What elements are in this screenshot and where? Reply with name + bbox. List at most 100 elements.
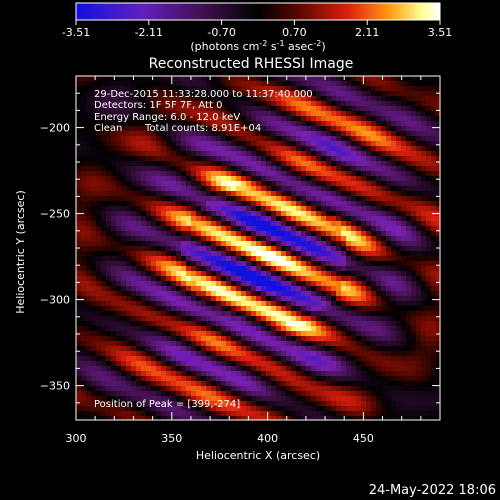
heatmap-cell [371, 206, 377, 212]
heatmap-cell [221, 366, 227, 372]
heatmap-cell [236, 126, 242, 132]
heatmap-cell [396, 366, 402, 372]
heatmap-cell [241, 271, 247, 277]
heatmap-cell [131, 111, 137, 117]
heatmap-cell [356, 166, 362, 172]
heatmap-cell [346, 406, 352, 412]
heatmap-cell [221, 396, 227, 402]
heatmap-cell [351, 301, 357, 307]
heatmap-cell [136, 416, 142, 421]
heatmap-cell [201, 411, 207, 417]
heatmap-cell [126, 146, 132, 152]
heatmap-cell [216, 101, 222, 107]
heatmap-cell [121, 276, 127, 282]
heatmap-cell [226, 171, 232, 177]
heatmap-cell [421, 266, 427, 272]
heatmap-cell [101, 211, 107, 217]
heatmap-cell [211, 341, 217, 347]
heatmap-cell [96, 356, 102, 362]
heatmap-cell [281, 371, 287, 377]
heatmap-cell [296, 281, 302, 287]
heatmap-cell [106, 296, 112, 302]
heatmap-cell [366, 166, 372, 172]
heatmap-cell [391, 91, 397, 97]
heatmap-cell [286, 381, 292, 387]
heatmap-cell [201, 231, 207, 237]
heatmap-cell [426, 161, 432, 167]
heatmap-cell [166, 206, 172, 212]
heatmap-cell [161, 176, 167, 182]
heatmap-cell [356, 301, 362, 307]
heatmap-cell [301, 411, 307, 417]
heatmap-cell [196, 131, 202, 137]
heatmap-cell [351, 116, 357, 122]
heatmap-cell [276, 226, 282, 232]
heatmap-cell [431, 276, 437, 282]
heatmap-cell [296, 121, 302, 127]
heatmap-cell [416, 331, 422, 337]
heatmap-cell [421, 181, 427, 187]
heatmap-cell [241, 161, 247, 167]
heatmap-cell [206, 221, 212, 227]
heatmap-cell [171, 146, 177, 152]
heatmap-cell [356, 126, 362, 132]
heatmap-cell [171, 196, 177, 202]
heatmap-cell [226, 366, 232, 372]
heatmap-cell [331, 391, 337, 397]
heatmap-cell [176, 271, 182, 277]
heatmap-cell [96, 231, 102, 237]
heatmap-cell [151, 291, 157, 297]
heatmap-cell [241, 251, 247, 257]
heatmap-cell [391, 386, 397, 392]
heatmap-cell [396, 246, 402, 252]
heatmap-cell [431, 201, 437, 207]
heatmap-cell [301, 101, 307, 107]
heatmap-cell [406, 206, 412, 212]
heatmap-cell [321, 351, 327, 357]
heatmap-cell [281, 331, 287, 337]
heatmap-cell [246, 341, 252, 347]
heatmap-cell [361, 406, 367, 412]
heatmap-cell [256, 231, 262, 237]
heatmap-cell [316, 391, 322, 397]
heatmap-cell [261, 141, 267, 147]
heatmap-cell [171, 251, 177, 257]
heatmap-cell [136, 206, 142, 212]
heatmap-cell [341, 181, 347, 187]
heatmap-cell [131, 186, 137, 192]
heatmap-cell [321, 361, 327, 367]
heatmap-cell [296, 256, 302, 262]
heatmap-cell [366, 251, 372, 257]
heatmap-cell [271, 81, 277, 87]
heatmap-cell [266, 101, 272, 107]
heatmap-cell [331, 246, 337, 252]
heatmap-cell [196, 311, 202, 317]
heatmap-cell [181, 316, 187, 322]
heatmap-cell [426, 86, 432, 92]
heatmap-cell [296, 331, 302, 337]
heatmap-cell [256, 371, 262, 377]
heatmap-cell [356, 176, 362, 182]
heatmap-cell [131, 351, 137, 357]
heatmap-cell [251, 271, 257, 277]
heatmap-cell [286, 256, 292, 262]
heatmap-cell [316, 276, 322, 282]
heatmap-cell [341, 296, 347, 302]
heatmap-cell [161, 201, 167, 207]
heatmap-cell [266, 301, 272, 307]
heatmap-cell [166, 321, 172, 327]
heatmap-cell [81, 141, 87, 147]
heatmap-cell [246, 396, 252, 402]
heatmap-cell [81, 356, 87, 362]
heatmap-cell [236, 316, 242, 322]
heatmap-cell [336, 381, 342, 387]
heatmap-cell [401, 176, 407, 182]
heatmap-cell [256, 291, 262, 297]
heatmap-cell [291, 351, 297, 357]
heatmap-cell [271, 261, 277, 267]
heatmap-cell [426, 271, 432, 277]
heatmap-cell [161, 381, 167, 387]
heatmap-cell [391, 161, 397, 167]
heatmap-cell [156, 246, 162, 252]
heatmap-cell [301, 366, 307, 372]
